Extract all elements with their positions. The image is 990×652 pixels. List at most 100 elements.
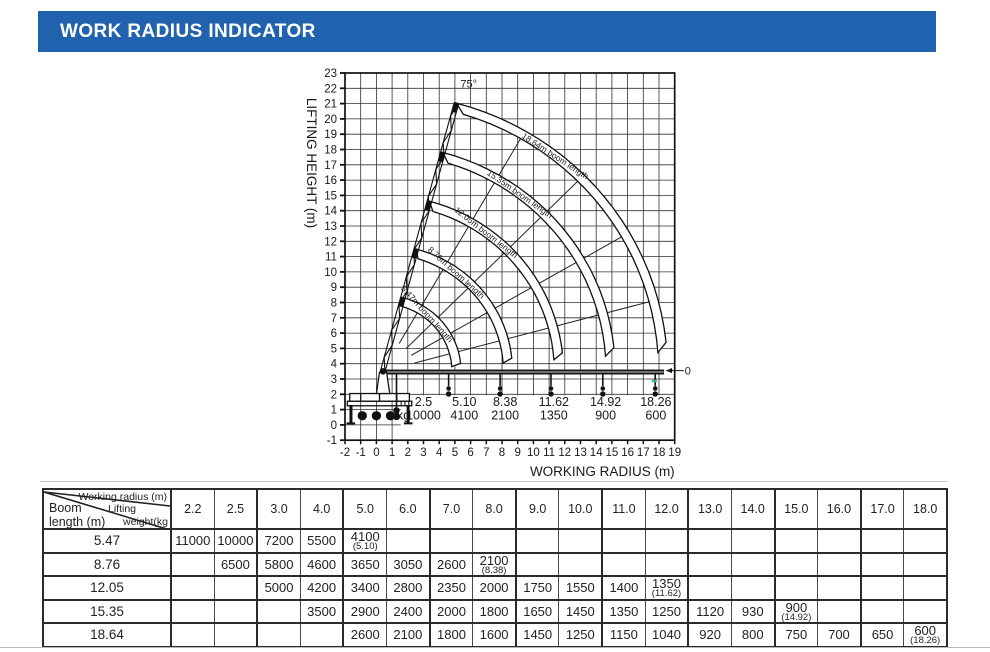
divider-line-bottom <box>0 647 990 648</box>
hook-icon <box>497 372 503 397</box>
boom-curve <box>428 200 564 361</box>
boom-tip-marker <box>451 102 459 113</box>
y-tick-label: 9 <box>331 282 337 294</box>
load-scale-area <box>400 395 675 440</box>
row-label: 15.35 <box>42 599 172 624</box>
corner-length: length (m) <box>49 515 106 529</box>
y-tick-label: 21 <box>324 99 337 111</box>
table-cell: 900 (14.92) <box>773 599 819 624</box>
x-tick-label: 9 <box>514 447 520 459</box>
x-tick-label: 1 <box>389 447 395 459</box>
curve-label: 15.35m boom length <box>485 168 554 221</box>
col-header: 13.0 <box>687 488 732 530</box>
radius-value: 14.92 <box>590 395 621 409</box>
table-cell: 2000 <box>428 599 474 624</box>
table-cell <box>213 575 258 600</box>
y-tick-label: 12 <box>324 236 337 248</box>
x-tick-label: 6 <box>467 447 473 459</box>
col-header: 14.0 <box>730 488 776 530</box>
table-cell <box>817 552 862 577</box>
boom-curve <box>454 102 667 355</box>
row-label: 12.05 <box>42 575 172 600</box>
table-cell <box>644 552 689 577</box>
table-cell: 1450 <box>514 622 560 647</box>
table-cell: 1150 <box>601 622 646 647</box>
table-cell <box>472 528 517 553</box>
table-cell <box>213 622 258 647</box>
table-cell: 2350 <box>428 575 474 600</box>
table-corner: Working radius (m) Lifting weight(kg Boom le… <box>42 488 172 530</box>
table-cell: 1350 (11.62) <box>644 575 689 600</box>
radius-value: 8.38 <box>493 395 517 409</box>
table-cell: 4100 (5.10) <box>342 528 388 553</box>
table-cell <box>256 599 301 624</box>
table-cell <box>859 528 905 553</box>
y-tick-label: 17 <box>324 160 337 172</box>
table-cell <box>817 528 862 553</box>
work-radius-chart: 5.47m boom length 8.76m boom length 12.05m… <box>281 58 695 486</box>
table-cell: 1550 <box>558 575 603 600</box>
table-cell: 3500 <box>299 599 344 624</box>
col-header: 3.0 <box>256 488 301 530</box>
col-header: 17.0 <box>859 488 905 530</box>
hook-icon <box>652 372 658 397</box>
y-tick-label: 4 <box>331 359 338 371</box>
table-header-row: Working radius (m) Lifting weight(kg Boom le… <box>42 488 948 530</box>
table-cell <box>773 528 819 553</box>
col-header: 10.0 <box>558 488 603 530</box>
x-tick-label: 2 <box>405 447 411 459</box>
zero-angle-arrowhead <box>666 367 673 374</box>
x-tick-label: 8 <box>499 447 505 459</box>
capacity-value: 900 <box>595 409 616 423</box>
y-tick-label: 23 <box>324 68 337 80</box>
table-cell <box>903 575 948 600</box>
corner-lifting: Lifting <box>108 503 137 515</box>
table-cell: 6500 <box>213 552 258 577</box>
table-cell: 2000 <box>472 575 517 600</box>
table-cell <box>170 599 215 624</box>
col-header: 15.0 <box>773 488 819 530</box>
table-cell: 4600 <box>299 552 344 577</box>
table-cell: 1350 <box>601 599 646 624</box>
capacity-value: 2100 <box>491 409 519 423</box>
divider-line-top <box>40 481 948 482</box>
x-tick-label: 15 <box>606 447 619 459</box>
y-tick-label: 8 <box>331 298 337 310</box>
table-row: 18.64 2600 2100 1800 1600 1450 1250 1150 1040 920… <box>42 622 948 647</box>
y-tick-label: 5 <box>331 343 337 355</box>
table-cell <box>514 552 560 577</box>
corner-weight: weight(kg <box>123 516 168 528</box>
boom-lattice <box>379 102 460 373</box>
table-cell: 5800 <box>256 552 301 577</box>
corner-boom: Boom <box>49 501 82 515</box>
teal-mark <box>651 379 657 383</box>
table-cell <box>644 528 689 553</box>
table-cell: 1750 <box>514 575 560 600</box>
hook-icon <box>548 372 554 397</box>
table-cell: 2800 <box>386 575 431 600</box>
table-row: 8.76 6500 5800 4600 3650 3050 2600 2100 (8.38) <box>42 552 948 577</box>
min-angle-label: 0° <box>685 366 691 378</box>
x-tick-label: 16 <box>621 447 634 459</box>
table-cell: 1120 <box>687 599 732 624</box>
cell-radius-note: (18.26) <box>910 635 941 646</box>
table-cell: 920 <box>687 622 732 647</box>
table-cell <box>859 599 905 624</box>
y-tick-label: 15 <box>324 190 337 202</box>
cell-radius-note: (14.92) <box>781 611 812 623</box>
table-cell <box>859 575 905 600</box>
boom-tip-marker <box>411 248 419 259</box>
y-tick-label: 19 <box>324 129 337 141</box>
table-cell: 3050 <box>386 552 431 577</box>
table-cell: 5500 <box>299 528 344 553</box>
y-tick-label: 0 <box>331 420 337 432</box>
x-tick-label: -1 <box>356 447 366 459</box>
table-cell: 2400 <box>386 599 431 624</box>
x-tick-label: 4 <box>436 447 443 459</box>
table-cell <box>256 622 301 647</box>
col-header: 16.0 <box>817 488 862 530</box>
x-tick-label: 7 <box>483 447 489 459</box>
table-cell: 750 <box>773 622 819 647</box>
radius-value: 2.5 <box>415 395 432 409</box>
col-header: 2.5 <box>213 488 258 530</box>
